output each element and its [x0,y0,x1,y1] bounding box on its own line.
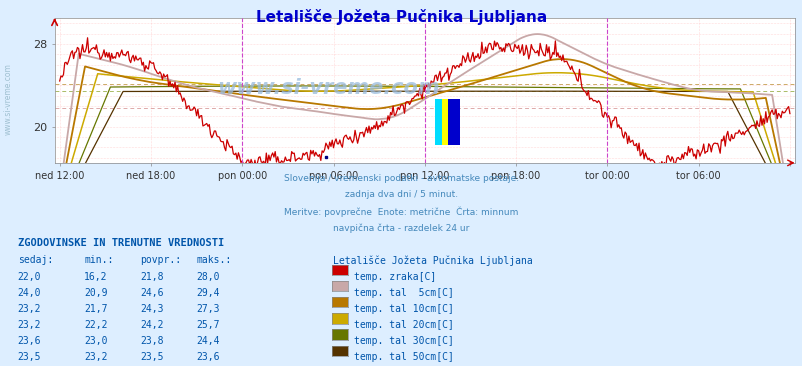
Text: 16,2: 16,2 [84,272,107,281]
Text: www.si-vreme.com: www.si-vreme.com [3,63,13,135]
Text: temp. zraka[C]: temp. zraka[C] [354,272,435,281]
Text: 23,5: 23,5 [18,352,41,362]
Text: temp. tal  5cm[C]: temp. tal 5cm[C] [354,288,453,298]
Bar [447,99,460,145]
Text: temp. tal 50cm[C]: temp. tal 50cm[C] [354,352,453,362]
Text: temp. tal 30cm[C]: temp. tal 30cm[C] [354,336,453,346]
Text: povpr.:: povpr.: [140,255,181,265]
Text: 22,0: 22,0 [18,272,41,281]
Bar [435,99,446,145]
Text: 23,6: 23,6 [196,352,220,362]
Text: 24,0: 24,0 [18,288,41,298]
Text: 21,8: 21,8 [140,272,164,281]
Text: 23,2: 23,2 [84,352,107,362]
Text: 23,6: 23,6 [18,336,41,346]
Bar [441,99,452,145]
Text: 24,6: 24,6 [140,288,164,298]
Text: 25,7: 25,7 [196,320,220,330]
Text: 28,0: 28,0 [196,272,220,281]
Text: Slovenija / vremenski podatki - avtomatske postaje.: Slovenija / vremenski podatki - avtomats… [284,174,518,183]
Text: Meritve: povprečne  Enote: metrične  Črta: minnum: Meritve: povprečne Enote: metrične Črta:… [284,207,518,217]
Text: www.si-vreme.com: www.si-vreme.com [217,78,439,98]
Text: ZGODOVINSKE IN TRENUTNE VREDNOSTI: ZGODOVINSKE IN TRENUTNE VREDNOSTI [18,238,224,248]
Text: 20,9: 20,9 [84,288,107,298]
Text: 24,4: 24,4 [196,336,220,346]
Text: min.:: min.: [84,255,114,265]
Text: 23,0: 23,0 [84,336,107,346]
Text: 23,2: 23,2 [18,320,41,330]
Text: 27,3: 27,3 [196,304,220,314]
Text: sedaj:: sedaj: [18,255,53,265]
Text: temp. tal 10cm[C]: temp. tal 10cm[C] [354,304,453,314]
Text: temp. tal 20cm[C]: temp. tal 20cm[C] [354,320,453,330]
Text: maks.:: maks.: [196,255,232,265]
Text: 22,2: 22,2 [84,320,107,330]
Text: Letališče Jožeta Pučnika Ljubljana: Letališče Jožeta Pučnika Ljubljana [256,9,546,25]
Text: 23,8: 23,8 [140,336,164,346]
Text: zadnja dva dni / 5 minut.: zadnja dva dni / 5 minut. [345,190,457,199]
Text: 24,3: 24,3 [140,304,164,314]
Text: 23,2: 23,2 [18,304,41,314]
Text: 24,2: 24,2 [140,320,164,330]
Text: 29,4: 29,4 [196,288,220,298]
Text: navpična črta - razdelek 24 ur: navpična črta - razdelek 24 ur [333,223,469,233]
Text: 23,5: 23,5 [140,352,164,362]
Text: Letališče Jožeta Pučnika Ljubljana: Letališče Jožeta Pučnika Ljubljana [333,255,533,266]
Text: 21,7: 21,7 [84,304,107,314]
